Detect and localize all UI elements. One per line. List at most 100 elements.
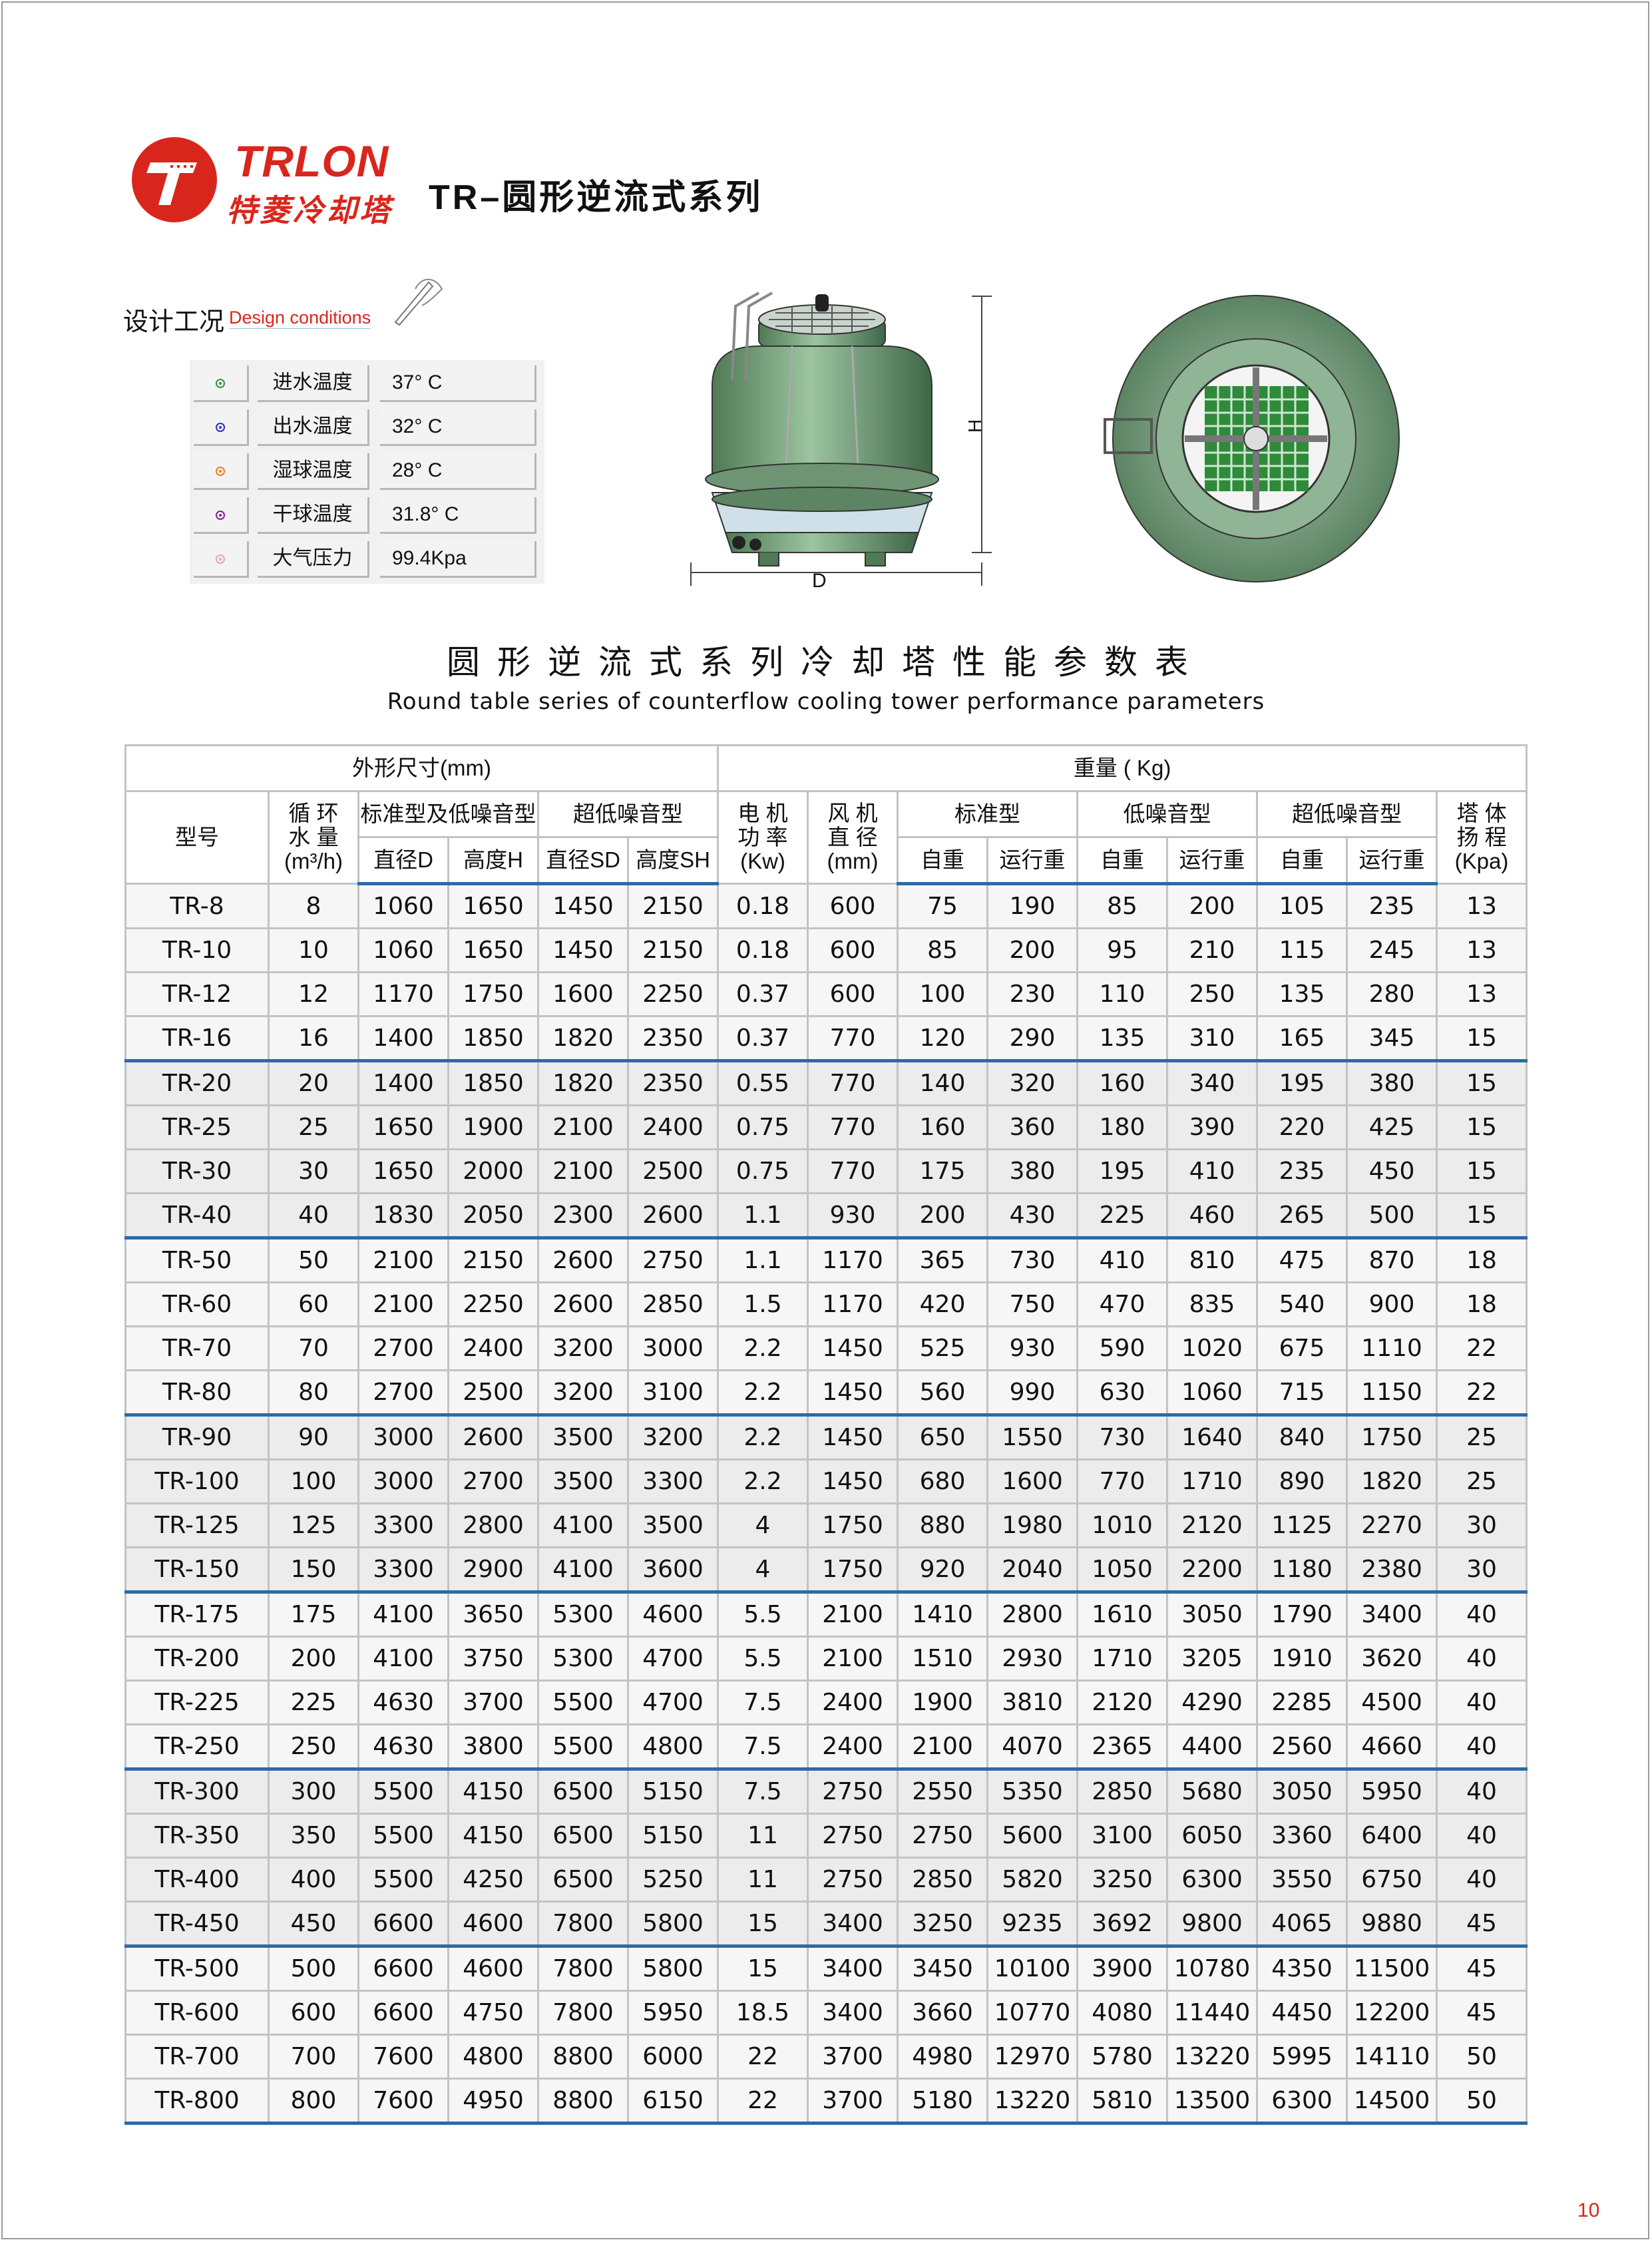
cell-std-self-weight: 2550	[897, 1768, 988, 1815]
table-title: 圆形逆流式系列冷却塔性能参数表	[447, 644, 1205, 681]
cell-ultra-self-weight: 540	[1256, 1281, 1348, 1327]
cell-ultra-operating-weight: 6750	[1346, 1857, 1438, 1903]
cell-std-self-weight: 4980	[897, 2034, 988, 2080]
cell-std-self-weight: 1410	[897, 1591, 988, 1638]
cell-flow: 300	[268, 1768, 359, 1815]
cell-height-h: 2900	[447, 1546, 539, 1594]
table-row: TR-16 16 1400 1850 1820 2350 0.37 770 120 290 135 3…	[124, 1015, 1528, 1062]
header-model: 型号	[124, 790, 270, 885]
cell-low-self-weight: 85	[1076, 883, 1168, 929]
cell-height-sh: 3000	[627, 1325, 719, 1371]
cell-motor-power: 4	[717, 1546, 809, 1594]
cell-low-self-weight: 1050	[1076, 1546, 1168, 1594]
cell-ultra-operating-weight: 870	[1346, 1237, 1438, 1283]
cell-low-self-weight: 5780	[1076, 2034, 1168, 2080]
cell-std-self-weight: 5180	[897, 2078, 988, 2125]
cell-dia-sd: 7800	[537, 1990, 629, 2036]
cell-std-operating-weight: 5820	[986, 1857, 1078, 1903]
cell-flow: 90	[268, 1414, 359, 1460]
cell-low-operating-weight: 6300	[1166, 1857, 1258, 1903]
cell-std-operating-weight: 990	[986, 1369, 1078, 1417]
cell-head: 22	[1435, 1369, 1528, 1417]
cell-ultra-operating-weight: 500	[1346, 1192, 1438, 1239]
cooling-tower-top-view	[1104, 295, 1400, 582]
cell-flow: 600	[268, 1990, 359, 2036]
condition-row: 湿球温度 28° C	[194, 453, 538, 492]
cell-dia-sd: 2100	[537, 1104, 629, 1150]
cell-low-self-weight: 410	[1076, 1237, 1168, 1283]
cell-dia-sd: 3200	[537, 1369, 629, 1417]
cell-flow: 50	[268, 1237, 359, 1283]
series-title: TR–圆形逆流式系列	[429, 178, 763, 217]
cell-model: TR-700	[124, 2034, 270, 2080]
cell-height-h: 4800	[447, 2034, 539, 2080]
cell-model: TR-175	[124, 1591, 270, 1638]
cell-ultra-operating-weight: 1750	[1346, 1414, 1438, 1460]
cell-motor-power: 2.2	[717, 1369, 809, 1417]
condition-row: 进水温度 37° C	[194, 365, 538, 404]
cell-std-self-weight: 525	[897, 1325, 988, 1371]
table-row: TR-12 12 1170 1750 1600 2250 0.37 600 100 230 110 2…	[124, 971, 1528, 1017]
cell-height-h: 3700	[447, 1680, 539, 1725]
cell-ultra-self-weight: 2285	[1256, 1680, 1348, 1725]
cell-dia-d: 1170	[357, 971, 449, 1017]
cell-motor-power: 0.18	[717, 883, 809, 929]
cell-dia-sd: 5300	[537, 1591, 629, 1638]
cell-fan-diameter: 770	[807, 1104, 899, 1150]
cell-model: TR-100	[124, 1458, 270, 1504]
cell-motor-power: 0.37	[717, 971, 809, 1017]
diameter-label: D	[812, 570, 827, 592]
cell-head: 18	[1435, 1237, 1528, 1283]
cell-low-operating-weight: 3205	[1166, 1636, 1258, 1682]
table-row: TR-150 150 3300 2900 4100 3600 4 1750 920 2040 105…	[124, 1546, 1528, 1594]
cell-height-h: 1650	[447, 927, 539, 973]
cell-fan-diameter: 2750	[807, 1813, 899, 1859]
cell-head: 40	[1435, 1591, 1528, 1638]
cell-std-self-weight: 1900	[897, 1680, 988, 1725]
cell-height-sh: 5150	[627, 1813, 719, 1859]
cell-model: TR-50	[124, 1237, 270, 1283]
condition-value: 99.4Kpa	[380, 541, 536, 578]
cell-std-operating-weight: 360	[986, 1104, 1078, 1150]
cell-height-sh: 3100	[627, 1369, 719, 1417]
cell-height-sh: 2350	[627, 1060, 719, 1106]
cell-model: TR-20	[124, 1060, 270, 1106]
cell-head: 25	[1435, 1414, 1528, 1460]
header-low-noise-weight: 低噪音型	[1076, 790, 1258, 838]
cell-dia-d: 1830	[357, 1192, 449, 1239]
cell-dia-d: 1060	[357, 927, 449, 973]
cell-std-operating-weight: 2800	[986, 1591, 1078, 1638]
cell-fan-diameter: 770	[807, 1148, 899, 1194]
cell-std-self-weight: 880	[897, 1502, 988, 1548]
cell-ultra-self-weight: 220	[1256, 1104, 1348, 1150]
cell-height-sh: 4700	[627, 1636, 719, 1682]
table-row: TR-600 600 6600 4750 7800 5950 18.5 3400 3660 107…	[124, 1990, 1528, 2036]
cell-dia-d: 3000	[357, 1414, 449, 1460]
cell-fan-diameter: 1450	[807, 1369, 899, 1417]
condition-value: 31.8° C	[380, 497, 536, 534]
cell-dia-sd: 5500	[537, 1680, 629, 1725]
cell-low-operating-weight: 3050	[1166, 1591, 1258, 1638]
cell-low-operating-weight: 250	[1166, 971, 1258, 1017]
cell-motor-power: 0.18	[717, 927, 809, 973]
cell-height-sh: 3200	[627, 1414, 719, 1460]
cell-ultra-self-weight: 3550	[1256, 1857, 1348, 1903]
cell-std-operating-weight: 3810	[986, 1680, 1078, 1725]
cell-model: TR-500	[124, 1945, 270, 1992]
cell-dia-sd: 6500	[537, 1857, 629, 1903]
cell-model: TR-30	[124, 1148, 270, 1194]
cell-low-operating-weight: 1710	[1166, 1458, 1258, 1504]
header-self-weight: 自重	[1076, 836, 1168, 885]
cell-head: 18	[1435, 1281, 1528, 1327]
cell-height-sh: 3600	[627, 1546, 719, 1594]
cell-height-h: 3750	[447, 1636, 539, 1682]
cell-dia-sd: 1820	[537, 1060, 629, 1106]
cell-std-self-weight: 920	[897, 1546, 988, 1594]
cell-ultra-operating-weight: 6400	[1346, 1813, 1438, 1859]
condition-row: 干球温度 31.8° C	[194, 497, 538, 536]
header-ultra-low-noise: 超低噪音型	[537, 790, 719, 838]
cell-motor-power: 1.5	[717, 1281, 809, 1327]
cell-ultra-self-weight: 475	[1256, 1237, 1348, 1283]
cell-model: TR-350	[124, 1813, 270, 1859]
table-row: TR-90 90 3000 2600 3500 3200 2.2 1450 650 1550 730…	[124, 1414, 1528, 1460]
